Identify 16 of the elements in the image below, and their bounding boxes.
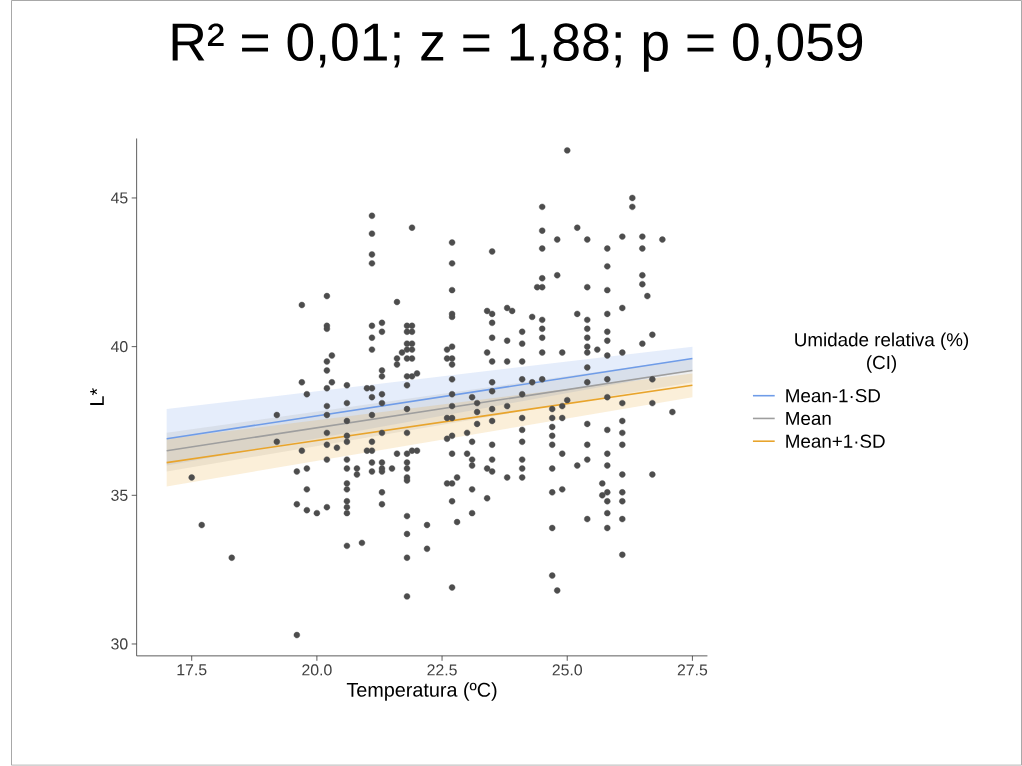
y-tick-label: 45: [110, 192, 128, 204]
x-tick-label: 25.0: [552, 664, 583, 676]
y-tick-label: 40: [110, 341, 128, 353]
y-axis-title: L*: [90, 388, 104, 406]
x-axis-title: Temperatura (ºC): [346, 682, 497, 701]
y-tick-label: 30: [111, 638, 128, 650]
legend-label: Mean+1·SD: [786, 434, 885, 449]
legend-title: Umidade relativa (%) (CI): [795, 332, 969, 373]
legend-label: Mean-1·SD: [786, 389, 880, 403]
x-tick-label: 17.5: [177, 664, 207, 676]
chart-title: R² = 0,01; z = 1,88; p = 0,059: [172, 23, 863, 72]
y-tick-label: 35: [111, 489, 128, 502]
x-tick-label: 27.5: [677, 664, 708, 676]
x-tick-label: 22.5: [427, 664, 457, 676]
legend-label: Mean: [786, 412, 831, 426]
x-tick-label: 20.0: [302, 664, 332, 676]
